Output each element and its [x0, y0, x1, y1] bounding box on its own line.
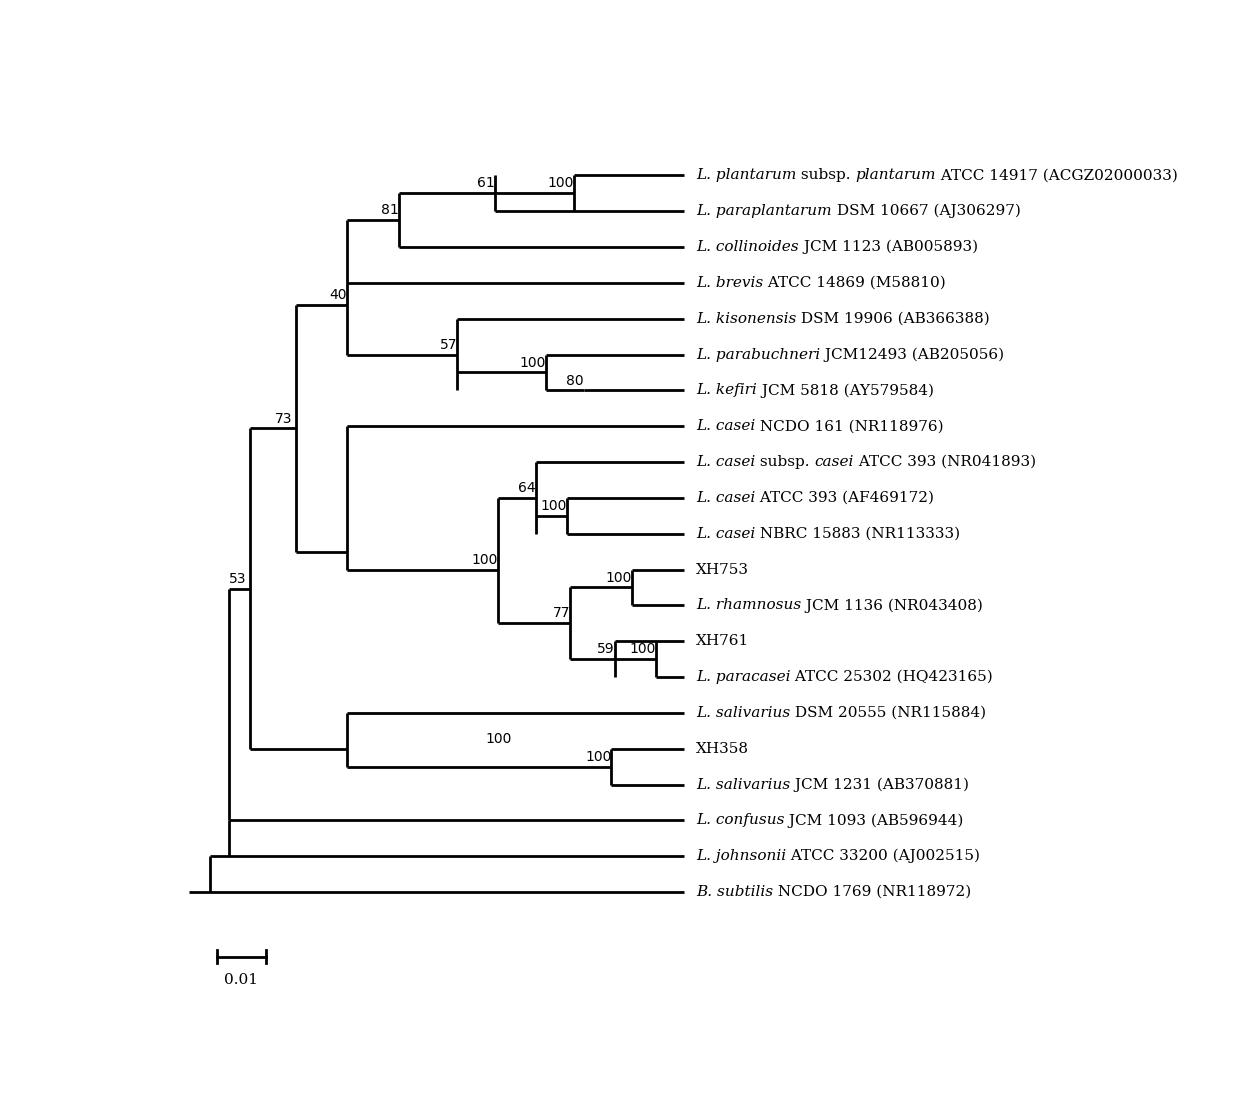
- Text: 100: 100: [541, 499, 567, 513]
- Text: casei: casei: [815, 456, 854, 469]
- Text: NCDO 161 (NR118976): NCDO 161 (NR118976): [755, 419, 944, 433]
- Text: 100: 100: [486, 732, 512, 746]
- Text: L. confusus: L. confusus: [696, 813, 785, 827]
- Text: L. kisonensis: L. kisonensis: [696, 312, 796, 325]
- Text: L. paracasei: L. paracasei: [696, 670, 790, 684]
- Text: L. kefiri: L. kefiri: [696, 384, 756, 397]
- Text: L. casei: L. casei: [696, 491, 755, 505]
- Text: ATCC 14869 (M58810): ATCC 14869 (M58810): [763, 276, 946, 290]
- Text: DSM 10667 (AJ306297): DSM 10667 (AJ306297): [832, 204, 1021, 218]
- Text: 64: 64: [518, 481, 536, 495]
- Text: 100: 100: [472, 553, 498, 567]
- Text: 100: 100: [605, 570, 632, 585]
- Text: JCM 1136 (NR043408): JCM 1136 (NR043408): [801, 598, 983, 612]
- Text: NBRC 15883 (NR113333): NBRC 15883 (NR113333): [755, 527, 960, 540]
- Text: NCDO 1769 (NR118972): NCDO 1769 (NR118972): [773, 885, 971, 899]
- Text: 61: 61: [477, 176, 495, 191]
- Text: 53: 53: [229, 571, 247, 586]
- Text: DSM 19906 (AB366388): DSM 19906 (AB366388): [796, 312, 990, 325]
- Text: 81: 81: [381, 203, 399, 217]
- Text: XH761: XH761: [696, 634, 749, 649]
- Text: 100: 100: [547, 176, 574, 191]
- Text: 73: 73: [275, 411, 293, 426]
- Text: ATCC 25302 (HQ423165): ATCC 25302 (HQ423165): [790, 670, 993, 684]
- Text: B. subtilis: B. subtilis: [696, 885, 773, 899]
- Text: ATCC 393 (AF469172): ATCC 393 (AF469172): [755, 491, 934, 505]
- Text: 100: 100: [630, 642, 656, 656]
- Text: 59: 59: [598, 642, 615, 656]
- Text: L. brevis: L. brevis: [696, 276, 763, 290]
- Text: L. collinoides: L. collinoides: [696, 240, 799, 254]
- Text: 100: 100: [520, 355, 547, 370]
- Text: 40: 40: [330, 288, 347, 302]
- Text: subsp.: subsp.: [796, 169, 856, 182]
- Text: ATCC 14917 (ACGZ02000033): ATCC 14917 (ACGZ02000033): [936, 169, 1178, 182]
- Text: JCM12493 (AB205056): JCM12493 (AB205056): [820, 347, 1004, 362]
- Text: L. rhamnosus: L. rhamnosus: [696, 599, 801, 612]
- Text: L. casei: L. casei: [696, 419, 755, 433]
- Text: 0.01: 0.01: [224, 973, 258, 987]
- Text: DSM 20555 (NR115884): DSM 20555 (NR115884): [790, 706, 986, 720]
- Text: 100: 100: [585, 750, 611, 763]
- Text: 80: 80: [567, 374, 584, 387]
- Text: XH358: XH358: [696, 741, 749, 756]
- Text: XH753: XH753: [696, 563, 749, 577]
- Text: L. plantarum: L. plantarum: [696, 169, 796, 182]
- Text: JCM 1093 (AB596944): JCM 1093 (AB596944): [785, 813, 963, 827]
- Text: 77: 77: [553, 607, 570, 621]
- Text: ATCC 33200 (AJ002515): ATCC 33200 (AJ002515): [786, 849, 980, 864]
- Text: plantarum: plantarum: [856, 169, 936, 182]
- Text: 57: 57: [439, 338, 458, 352]
- Text: L. salivarius: L. salivarius: [696, 706, 790, 720]
- Text: L. johnsonii: L. johnsonii: [696, 849, 786, 864]
- Text: L. casei: L. casei: [696, 456, 755, 469]
- Text: JCM 1123 (AB005893): JCM 1123 (AB005893): [799, 239, 977, 254]
- Text: L. casei: L. casei: [696, 527, 755, 540]
- Text: L. paraplantarum: L. paraplantarum: [696, 204, 832, 218]
- Text: L. parabuchneri: L. parabuchneri: [696, 347, 820, 362]
- Text: JCM 1231 (AB370881): JCM 1231 (AB370881): [790, 778, 970, 792]
- Text: JCM 5818 (AY579584): JCM 5818 (AY579584): [756, 383, 934, 397]
- Text: L. salivarius: L. salivarius: [696, 778, 790, 792]
- Text: ATCC 393 (NR041893): ATCC 393 (NR041893): [854, 456, 1037, 469]
- Text: subsp.: subsp.: [755, 456, 815, 469]
